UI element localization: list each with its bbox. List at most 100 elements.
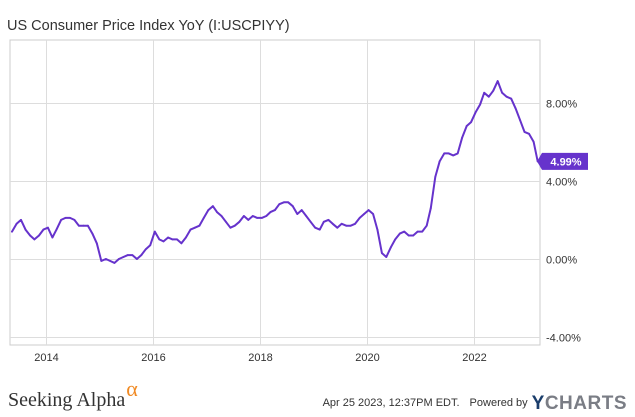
data-point [287, 201, 290, 204]
last-value-label: 4.99% [550, 156, 581, 168]
data-point [367, 209, 370, 212]
x-tick-label: 2016 [141, 352, 165, 364]
alpha-icon: α [126, 376, 138, 401]
data-point [87, 224, 89, 227]
data-point [122, 256, 125, 258]
data-point [113, 262, 116, 264]
data-point [398, 232, 401, 235]
y-tick-label: -4.00% [546, 333, 581, 345]
data-point [247, 219, 250, 221]
data-point [251, 215, 254, 217]
y-tick-label: 0.00% [546, 255, 577, 267]
data-point [256, 217, 259, 219]
data-point [305, 215, 308, 217]
data-point [412, 234, 415, 237]
data-point [474, 111, 477, 114]
powered-by-label: Powered by [469, 397, 528, 409]
data-point [216, 211, 218, 214]
data-point [51, 236, 54, 239]
data-point [100, 260, 103, 262]
data-point [118, 258, 120, 260]
footer-attribution: Apr 25 2023, 12:37PM EDT. Powered by YCH… [323, 392, 627, 414]
seeking-alpha-logo: Seeking Alphaα [8, 376, 138, 412]
data-point [171, 238, 174, 241]
data-point [336, 226, 339, 229]
data-point [505, 95, 508, 98]
data-point [372, 213, 374, 215]
data-point [314, 226, 317, 229]
x-tick-label: 2018 [248, 352, 272, 364]
data-point [394, 238, 397, 241]
data-point [158, 238, 161, 241]
data-point [376, 228, 379, 231]
x-tick-label: 2022 [462, 352, 486, 364]
data-point [269, 211, 272, 214]
data-point [238, 220, 241, 223]
data-point [105, 258, 107, 260]
data-point [309, 220, 312, 223]
chart-title: US Consumer Price Index YoY (I:USCPIYY) [7, 18, 290, 34]
data-point [354, 222, 356, 225]
data-point [447, 152, 450, 155]
data-point [416, 230, 419, 233]
data-point [194, 226, 196, 229]
y-tick-label: 4.00% [546, 177, 577, 189]
data-point [421, 230, 424, 233]
data-point [144, 248, 147, 251]
data-point [189, 228, 192, 231]
data-point [403, 230, 406, 233]
ycharts-logo[interactable]: YCHARTS [532, 393, 627, 415]
data-point [492, 89, 495, 92]
data-point [176, 238, 178, 241]
label-layer: 4.99% [537, 152, 588, 170]
data-point [483, 91, 486, 94]
data-point [82, 224, 85, 227]
data-point [198, 224, 201, 227]
data-point [514, 107, 517, 110]
data-point [73, 219, 76, 221]
seeking-alpha-wordmark: Seeking Alpha [8, 389, 126, 411]
data-point [11, 230, 13, 233]
data-point [452, 154, 455, 157]
data-point [265, 215, 268, 217]
data-point [465, 125, 468, 127]
ycharts-logo-text: CHARTS [544, 393, 627, 414]
x-tick-label: 2014 [34, 352, 58, 364]
data-point [202, 217, 205, 219]
timestamp: Apr 25 2023, 12:37PM EDT. [322, 397, 460, 409]
data-point [180, 242, 183, 245]
data-point [331, 222, 334, 225]
data-point [278, 203, 281, 206]
axis-layer: -4.00% 0.00% 4.00% 8.00% 2014 2016 2018 2020 202… [34, 99, 581, 365]
data-point [327, 219, 330, 221]
data-point [207, 209, 210, 212]
data-point [260, 217, 263, 219]
ycharts-logo-y: Y [531, 393, 545, 414]
data-point [95, 242, 98, 245]
plot-frame [9, 39, 541, 346]
data-point [532, 140, 535, 143]
data-point [340, 222, 343, 225]
data-point [185, 236, 187, 239]
data-point [42, 228, 45, 231]
data-point [470, 121, 472, 123]
data-point [429, 207, 432, 210]
data-point [438, 160, 441, 163]
data-point [318, 228, 321, 231]
data-point [523, 131, 526, 133]
data-point [381, 252, 383, 255]
data-point [487, 95, 490, 98]
data-point [390, 246, 392, 249]
grid-layer [9, 39, 541, 346]
data-point [322, 220, 325, 223]
data-point [153, 230, 156, 233]
data-point [55, 228, 58, 231]
data-point [243, 215, 245, 217]
y-tick-label: 8.00% [546, 99, 577, 111]
data-point [407, 234, 410, 237]
data-point [29, 234, 31, 237]
data-point [233, 224, 236, 227]
data-point [274, 209, 276, 212]
data-point [300, 209, 303, 212]
